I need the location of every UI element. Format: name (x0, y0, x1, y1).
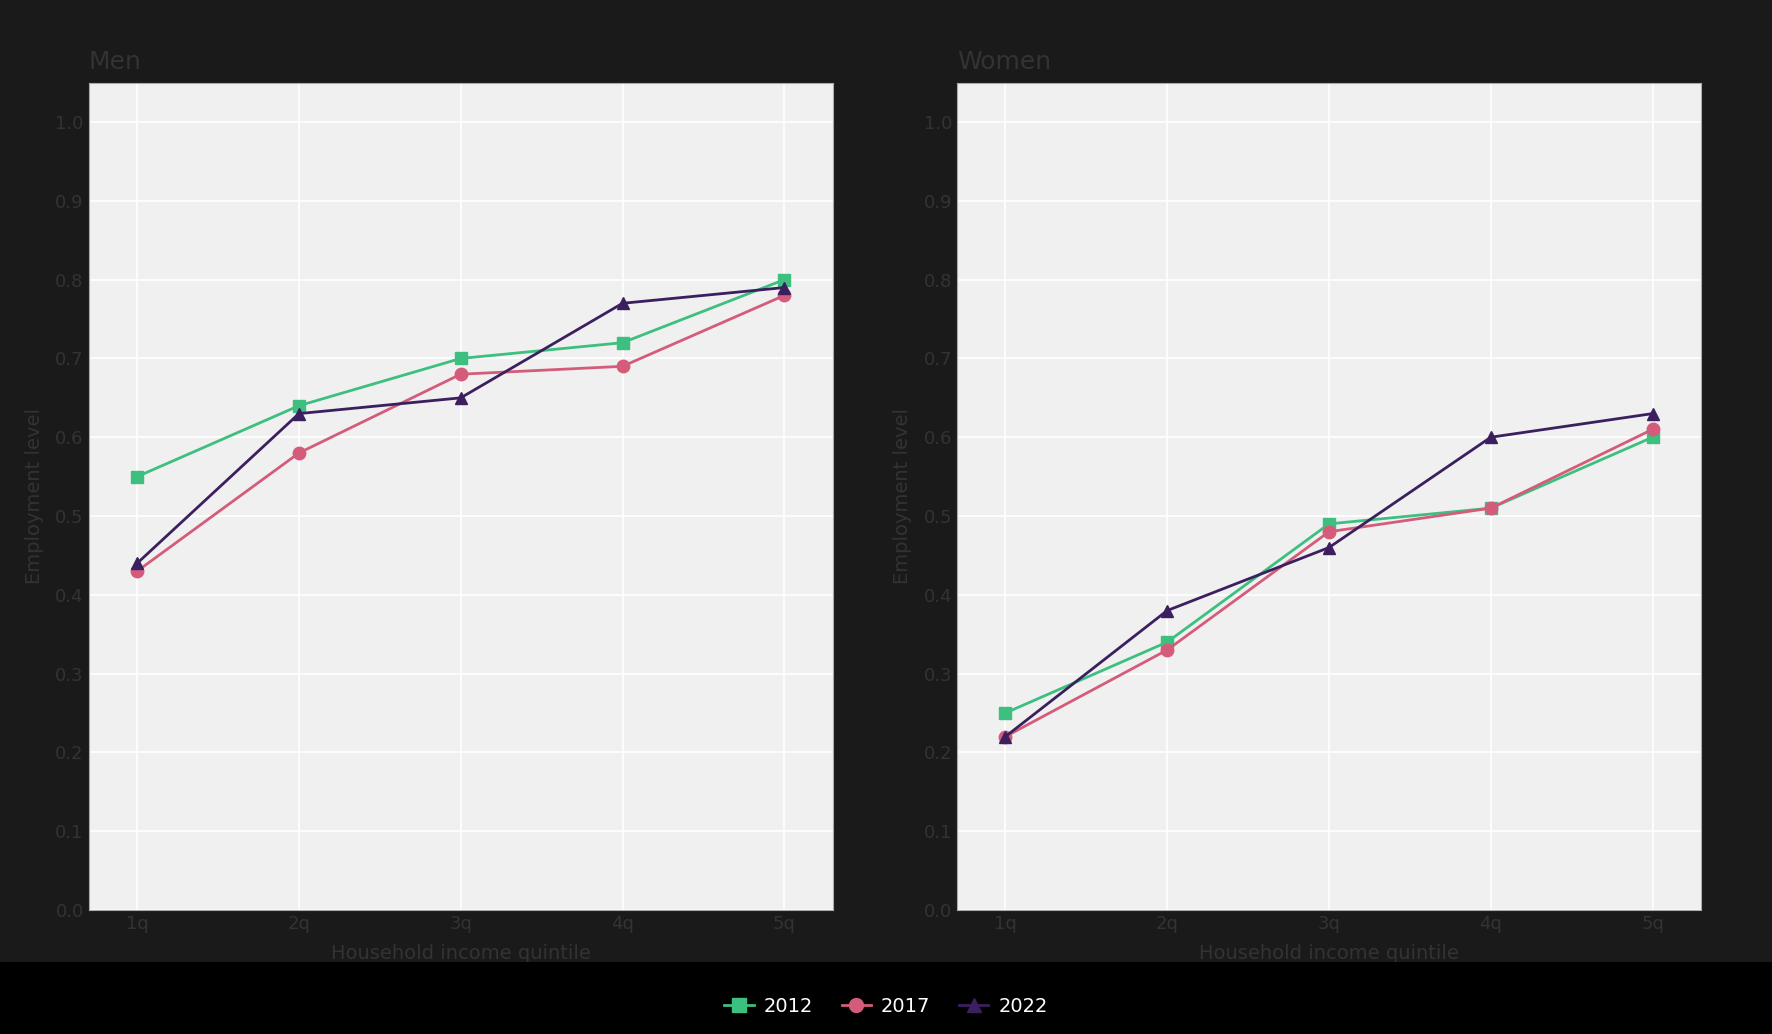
Legend: 2012, 2017, 2022: 2012, 2017, 2022 (716, 990, 1056, 1025)
Text: Women: Women (957, 50, 1051, 73)
Y-axis label: Employment level: Employment level (25, 408, 44, 584)
X-axis label: Household income quintile: Household income quintile (1200, 944, 1458, 963)
Y-axis label: Employment level: Employment level (893, 408, 913, 584)
Text: Men: Men (89, 50, 142, 73)
X-axis label: Household income quintile: Household income quintile (331, 944, 590, 963)
